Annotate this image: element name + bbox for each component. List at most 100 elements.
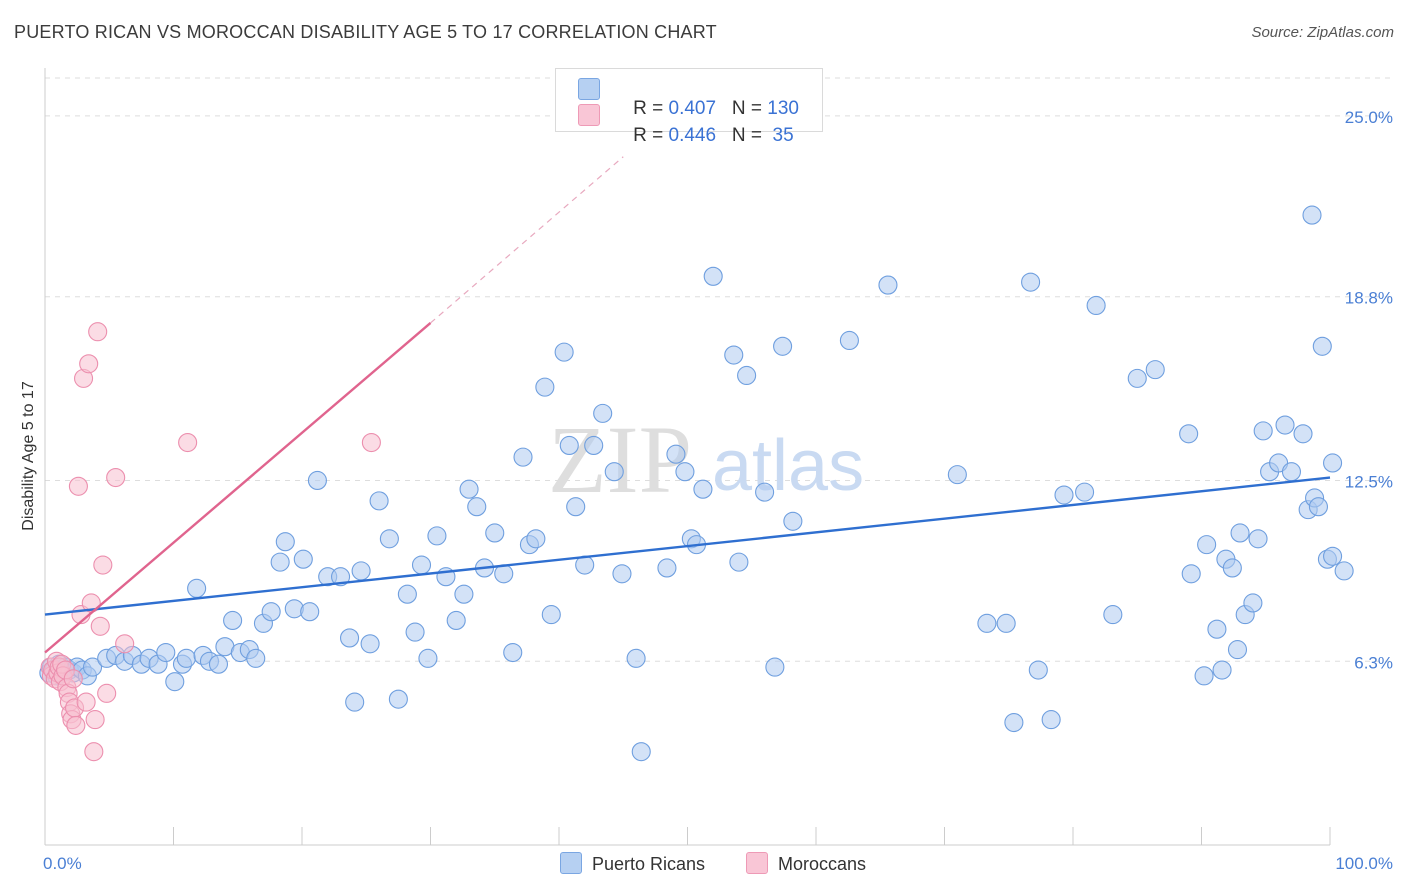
y-axis-label: Disability Age 5 to 17 xyxy=(20,381,37,531)
puerto-rican-point-24 xyxy=(187,578,207,598)
legend-r-value-1: 0.407 xyxy=(668,98,717,119)
puerto-rican-point-74 xyxy=(593,403,613,423)
points-layer xyxy=(39,205,1354,762)
puerto-rican-point-43 xyxy=(339,628,360,648)
puerto-rican-point-87 xyxy=(729,552,749,572)
puerto-rican-point-112 xyxy=(1207,619,1227,639)
puerto-rican-point-81 xyxy=(675,462,695,482)
series-label-puerto-ricans: Puerto Ricans xyxy=(592,854,706,874)
puerto-rican-point-102 xyxy=(1054,485,1074,505)
puerto-rican-point-101 xyxy=(1041,710,1061,730)
puerto-rican-point-93 xyxy=(839,330,859,351)
moroccan-point-27 xyxy=(88,322,108,342)
puerto-rican-point-75 xyxy=(604,462,624,482)
puerto-rican-point-71 xyxy=(566,497,586,517)
source-label: Source: ZipAtlas.com xyxy=(1251,24,1394,41)
puerto-rican-point-133 xyxy=(1334,561,1354,581)
trend-line-moroccans xyxy=(44,322,432,654)
puerto-rican-point-107 xyxy=(1145,360,1165,380)
puerto-rican-point-64 xyxy=(513,447,533,467)
puerto-rican-point-129 xyxy=(1308,497,1328,517)
moroccan-point-31 xyxy=(106,467,126,488)
watermark-atlas: atlas xyxy=(712,426,864,506)
puerto-rican-point-63 xyxy=(503,642,523,663)
puerto-rican-point-37 xyxy=(284,599,304,619)
puerto-rican-point-34 xyxy=(261,602,281,622)
series-label-moroccans: Moroccans xyxy=(778,854,867,874)
puerto-rican-point-49 xyxy=(388,689,408,709)
puerto-rican-point-116 xyxy=(1227,640,1248,660)
puerto-rican-point-94 xyxy=(878,275,898,295)
puerto-rican-point-132 xyxy=(1323,546,1343,566)
puerto-rican-point-97 xyxy=(996,613,1016,633)
puerto-rican-point-117 xyxy=(1230,523,1250,543)
puerto-rican-point-38 xyxy=(293,549,313,569)
moroccan-point-28 xyxy=(90,616,110,636)
puerto-rican-point-32 xyxy=(246,648,266,668)
x-tick-label-0: 0.0% xyxy=(43,854,82,873)
moroccan-point-30 xyxy=(97,683,117,703)
puerto-rican-point-110 xyxy=(1194,666,1214,686)
moroccan-point-25 xyxy=(84,742,104,762)
moroccan-point-29 xyxy=(93,555,113,575)
puerto-rican-point-54 xyxy=(427,526,447,546)
legend-swatch-moroccans xyxy=(578,104,600,126)
puerto-rican-point-84 xyxy=(693,479,713,499)
puerto-rican-point-45 xyxy=(351,561,371,581)
legend-r-value-2: 0.446 xyxy=(668,125,717,146)
puerto-rican-point-46 xyxy=(360,634,380,654)
puerto-rican-point-29 xyxy=(223,610,243,630)
y-tick-label-2: 18.8% xyxy=(1345,289,1393,308)
puerto-rican-point-121 xyxy=(1253,421,1273,441)
series-legend-puerto-ricans[interactable]: Puerto Ricans xyxy=(560,852,705,875)
y-tick-label-1: 12.5% xyxy=(1345,472,1393,491)
puerto-rican-point-79 xyxy=(657,558,677,578)
trend-layer xyxy=(44,156,1331,654)
puerto-rican-point-78 xyxy=(631,742,651,762)
puerto-rican-point-124 xyxy=(1275,415,1295,435)
legend-n-label-1: N = xyxy=(731,98,768,119)
series-swatch-puerto-ricans xyxy=(560,852,582,874)
puerto-rican-point-20 xyxy=(156,642,176,663)
puerto-rican-point-105 xyxy=(1103,605,1123,625)
puerto-rican-point-50 xyxy=(397,584,417,604)
moroccan-point-19 xyxy=(68,476,88,496)
puerto-rican-point-69 xyxy=(554,342,574,362)
legend-swatch-puerto-ricans xyxy=(578,78,600,100)
puerto-rican-point-113 xyxy=(1212,660,1232,680)
puerto-rican-point-92 xyxy=(783,511,803,531)
puerto-rican-point-103 xyxy=(1075,482,1095,502)
puerto-rican-point-95 xyxy=(947,465,967,485)
moroccan-point-23 xyxy=(79,354,99,374)
moroccan-point-34 xyxy=(361,432,381,453)
puerto-rican-point-109 xyxy=(1181,564,1201,584)
puerto-rican-point-42 xyxy=(330,567,351,587)
legend-row-moroccans: R = 0.446 N = 35 xyxy=(612,103,794,169)
puerto-rican-point-66 xyxy=(526,529,546,549)
chart-title: PUERTO RICAN VS MOROCCAN DISABILITY AGE … xyxy=(14,22,717,42)
puerto-rican-point-134 xyxy=(1302,205,1322,225)
puerto-rican-point-12 xyxy=(82,657,103,677)
series-legend-moroccans[interactable]: Moroccans xyxy=(746,852,866,875)
puerto-rican-point-125 xyxy=(1281,462,1301,482)
puerto-rican-point-88 xyxy=(737,365,757,386)
puerto-rican-point-48 xyxy=(379,529,399,549)
moroccan-point-18 xyxy=(66,715,86,735)
puerto-rican-point-80 xyxy=(666,444,686,464)
puerto-rican-point-68 xyxy=(541,605,561,625)
stats-legend: R = 0.407 N = 130 R = 0.446 N = 35 xyxy=(555,68,823,146)
puerto-rican-point-99 xyxy=(1021,272,1041,292)
axis-layer xyxy=(44,68,1331,846)
moroccan-point-22 xyxy=(76,692,96,712)
legend-r-label-2: R = xyxy=(633,125,669,146)
x-tick-label-1: 100.0% xyxy=(1335,854,1393,873)
puerto-rican-point-36 xyxy=(275,532,295,552)
moroccan-point-16 xyxy=(63,669,83,689)
puerto-rican-point-40 xyxy=(307,470,327,491)
puerto-rican-point-35 xyxy=(270,552,290,572)
trend-line-puerto-ricans xyxy=(44,476,1331,616)
legend-row-puerto-ricans: R = 0.407 N = 130 xyxy=(612,76,799,142)
puerto-rican-point-56 xyxy=(446,610,466,630)
moroccan-point-33 xyxy=(178,432,198,453)
